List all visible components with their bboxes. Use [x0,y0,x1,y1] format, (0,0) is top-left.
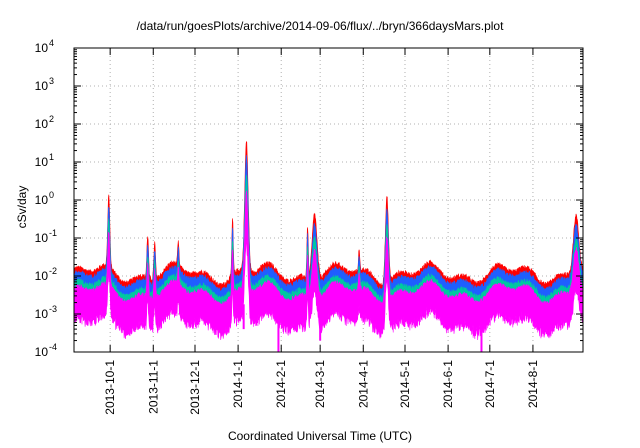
x-tick-label: 2013-12-1 [188,360,202,415]
y-tick-label: 10 [35,117,49,131]
x-axis-label: Coordinated Universal Time (UTC) [227,429,413,443]
x-tick-label: 2013-10-1 [103,360,117,415]
y-tick-exponent: 3 [49,76,54,86]
x-tick-label: 2014-4-1 [356,360,370,408]
y-tick-label: 10 [35,155,49,169]
x-tick-label: 2014-7-1 [483,360,497,408]
y-tick-exponent: -1 [49,228,57,238]
x-tick-label: 2014-1-1 [231,360,245,408]
chart-title: /data/run/goesPlots/archive/2014-09-06/f… [136,19,504,33]
y-tick-exponent: -2 [49,266,57,276]
y-tick-exponent: 0 [49,190,54,200]
x-tick-label: 2013-11-1 [146,360,160,414]
x-tick-label: 2014-6-1 [441,360,455,408]
y-tick-exponent: -3 [49,304,57,314]
y-tick-exponent: -4 [49,342,57,352]
y-tick-exponent: 4 [49,38,54,48]
x-tick-label: 2014-3-1 [313,360,327,408]
series-band-3 [73,190,584,341]
y-tick-label: 10 [35,41,49,55]
y-tick-label: 10 [35,193,49,207]
y-tick-exponent: 1 [49,152,54,162]
y-axis-label: cSv/day [15,185,29,229]
y-tick-label: 10 [35,79,49,93]
x-tick-label: 2014-2-1 [274,360,288,408]
y-tick-label: 10 [35,345,49,359]
y-tick-label: 10 [35,231,49,245]
y-tick-exponent: 2 [49,114,54,124]
y-tick-label: 10 [35,307,49,321]
y-tick-label: 10 [35,269,49,283]
x-tick-label: 2014-5-1 [398,360,412,408]
x-tick-label: 2014-8-1 [526,360,540,408]
